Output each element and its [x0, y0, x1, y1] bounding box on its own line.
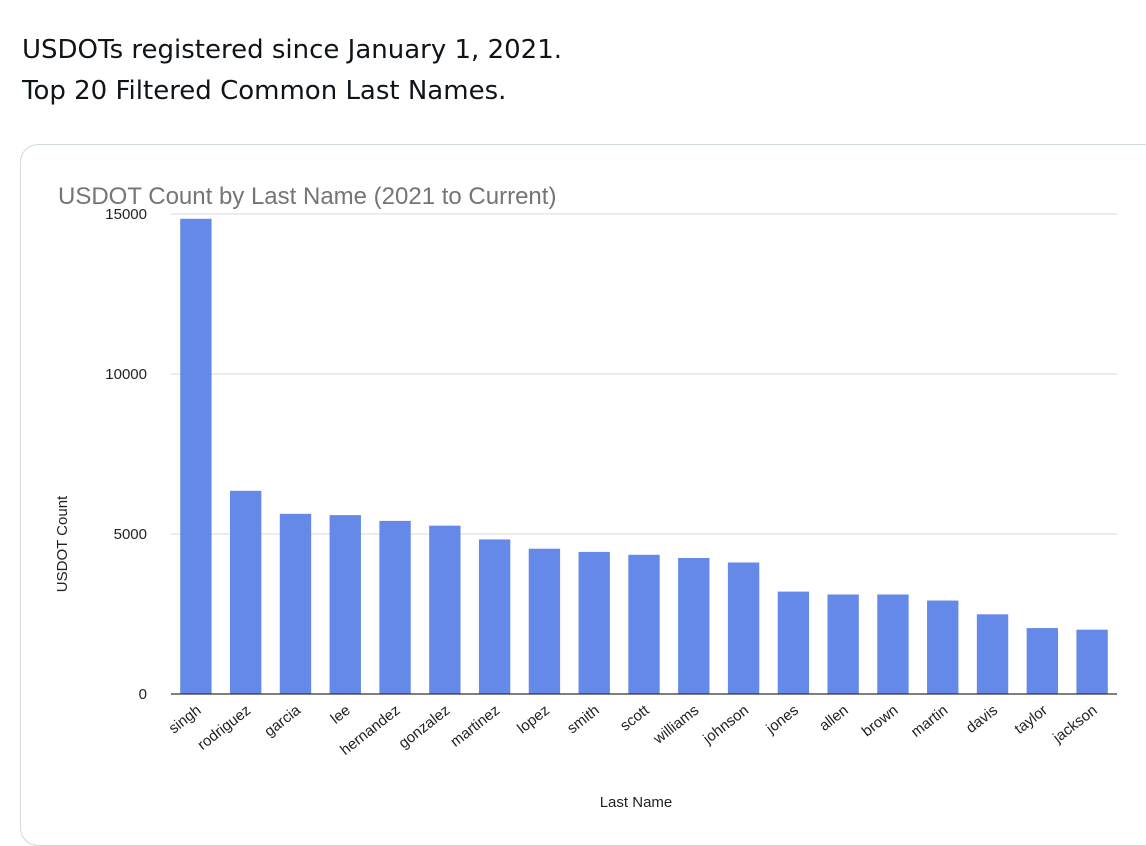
x-tick-label: jackson	[1049, 702, 1100, 747]
bar-martinez	[478, 539, 511, 694]
chart-title: USDOT Count by Last Name (2021 to Curren…	[58, 183, 556, 210]
x-tick-label: martinez	[447, 702, 503, 751]
bar-gonzalez	[429, 525, 461, 694]
x-tick-label: davis	[963, 702, 1001, 737]
post-text-line-1: USDOTs registered since January 1, 2021.	[22, 35, 563, 65]
bar-smith	[578, 551, 610, 694]
x-tick-label: taylor	[1011, 702, 1050, 738]
x-axis-label: Last Name	[600, 794, 673, 811]
bar-lee	[329, 515, 361, 694]
x-tick-label: gonzalez	[396, 702, 454, 752]
x-tick-label: lopez	[514, 702, 553, 737]
bar-garcia	[279, 513, 312, 694]
bar-jones	[777, 591, 810, 694]
bar-hernandez	[379, 520, 411, 694]
bar-chart: USDOT Count by Last Name (2021 to Curren…	[54, 183, 1117, 811]
x-tick-label: jones	[762, 702, 802, 738]
y-tick-label: 0	[139, 686, 147, 703]
x-tick-label: allen	[816, 702, 851, 735]
bar-lopez	[528, 548, 561, 694]
x-tick-label: rodriguez	[194, 702, 254, 754]
bar-davis	[976, 614, 1009, 694]
y-tick-label: 5000	[114, 526, 147, 543]
x-tick-label: lee	[327, 702, 353, 728]
bar-brown	[877, 594, 909, 694]
x-tick-label: smith	[564, 702, 603, 737]
chart-image-card[interactable]: USDOT Count by Last Name (2021 to Curren…	[20, 144, 1146, 846]
x-tick-label: scott	[617, 701, 653, 734]
x-tick-label: singh	[166, 702, 205, 737]
post-text-line-2: Top 20 Filtered Common Last Names.	[22, 76, 507, 106]
bar-rodriguez	[230, 490, 262, 694]
y-axis-label: USDOT Count	[54, 495, 71, 592]
gridlines	[171, 213, 1117, 535]
bar-williams	[678, 558, 710, 694]
bar-johnson	[727, 562, 760, 694]
bar-martin	[927, 600, 959, 694]
y-axis-ticks: 0 5000 10000 15000	[105, 206, 147, 703]
x-tick-label: garcia	[261, 701, 304, 740]
y-tick-label: 10000	[105, 366, 147, 383]
y-tick-label: 15000	[105, 206, 147, 223]
bar-taylor	[1026, 628, 1058, 694]
bar-jackson	[1076, 629, 1108, 694]
x-tick-label: brown	[859, 702, 902, 741]
x-tick-label: martin	[908, 702, 951, 741]
bar-singh	[180, 218, 212, 695]
bar-allen	[827, 594, 859, 694]
post-text: USDOTs registered since January 1, 2021.…	[22, 30, 562, 112]
bars	[180, 218, 1108, 695]
bar-scott	[628, 554, 660, 694]
x-tick-label: johnson	[699, 702, 752, 748]
x-tick-label: williams	[650, 702, 703, 748]
